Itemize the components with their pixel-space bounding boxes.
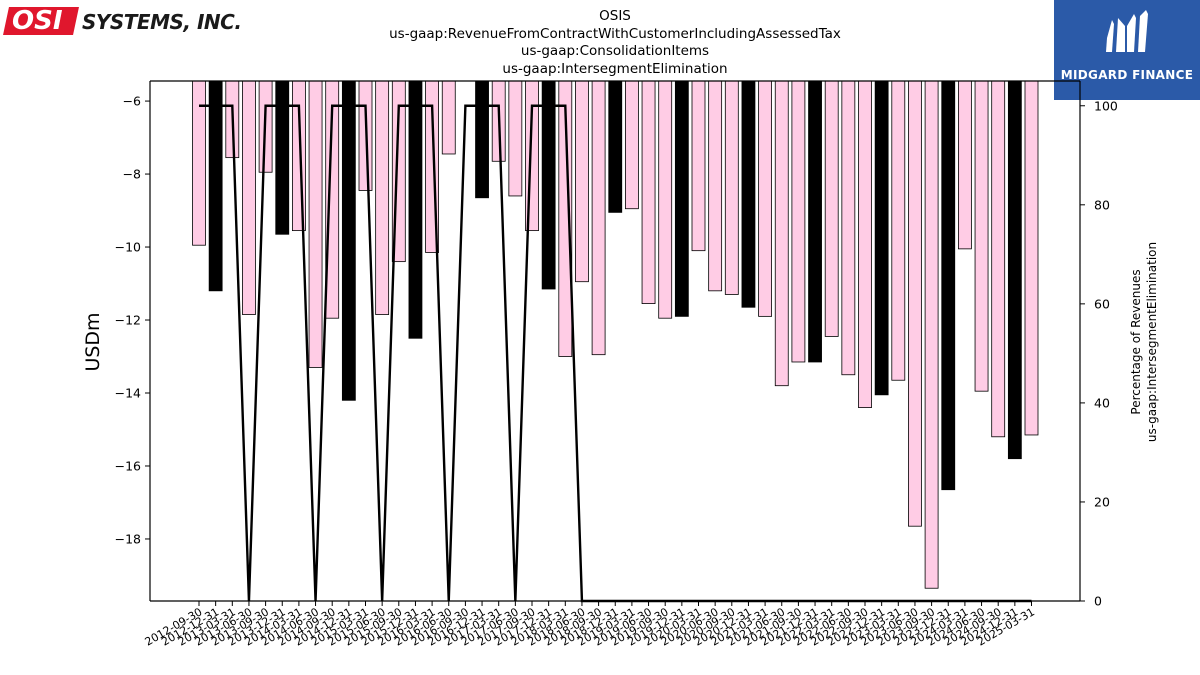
osi-systems-logo: OSI SYSTEMS, INC. <box>3 5 246 36</box>
chart-title-line-4: us-gaap:IntersegmentElimination <box>502 60 728 77</box>
y-tick-label: −12 <box>115 313 141 328</box>
y-tick-label: −16 <box>115 458 141 473</box>
bar-2023-09-30 <box>924 80 939 589</box>
y-tick-label: −6 <box>123 94 141 109</box>
y2-axis-label-line-2: us-gaap:IntersegmentElimination <box>1145 242 1159 442</box>
bar-2021-06-30 <box>774 80 789 387</box>
y-axis-label: USDm <box>82 312 104 371</box>
bar-2016-12-31 <box>475 80 489 199</box>
y2-axis-label-line-1: Percentage of Revenues <box>1129 269 1143 414</box>
bar-2020-06-30 <box>708 80 723 292</box>
y2-tick-label: 60 <box>1094 296 1110 311</box>
bar-2018-09-30 <box>591 80 606 356</box>
y-tick-label: −10 <box>115 240 141 255</box>
y2-tick-label: 80 <box>1094 197 1110 212</box>
osi-logo-badge-text: OSI <box>12 6 63 36</box>
bar-2019-09-30 <box>658 80 673 319</box>
y-tick-label: −8 <box>123 167 141 182</box>
midgard-logo-text: MIDGARD FINANCE <box>1060 68 1194 82</box>
midgard-logo-mark-icon <box>1106 10 1148 52</box>
bar-2025-03-31 <box>1024 80 1039 436</box>
chart-title: OSIS us-gaap:RevenueFromContractWithCust… <box>300 8 930 78</box>
chart-title-line-1: OSIS <box>599 8 631 24</box>
bar-2015-06-30 <box>375 80 390 315</box>
bar-2023-06-30 <box>908 80 922 527</box>
bar-2024-12-31 <box>1007 80 1022 460</box>
bar-2019-03-31 <box>625 80 639 210</box>
bar-2014-06-30 <box>308 80 323 368</box>
bar-2022-09-30 <box>858 80 872 408</box>
bar-2016-06-30 <box>441 80 456 155</box>
bar-2017-06-30 <box>508 80 523 197</box>
bar-2012-12-31 <box>208 80 223 292</box>
bar-2024-06-30 <box>974 80 989 392</box>
bar-2024-03-31 <box>958 80 972 250</box>
chart-title-line-2: us-gaap:RevenueFromContractWithCustomerI… <box>389 25 841 42</box>
bar-2013-06-30 <box>242 80 256 315</box>
x-axis-ticks: 2012-09-302012-12-312013-03-312013-06-30… <box>143 601 1037 649</box>
bar-2019-06-30 <box>641 80 656 304</box>
bar-2024-09-30 <box>991 80 1006 438</box>
bar-2021-03-31 <box>758 80 772 317</box>
bar-2014-12-31 <box>341 80 356 401</box>
bar-2017-12-31 <box>541 80 556 290</box>
bar-2020-09-30 <box>724 80 739 295</box>
bar-series <box>192 80 1039 589</box>
bar-2023-12-31 <box>941 80 956 491</box>
bar-2018-12-31 <box>608 80 623 213</box>
bar-2022-06-30 <box>841 80 856 376</box>
bar-2019-12-31 <box>674 80 689 317</box>
y-tick-label: −14 <box>115 386 141 401</box>
bar-2022-12-31 <box>874 80 889 396</box>
bar-2022-03-31 <box>824 80 839 337</box>
chart-title-line-3: us-gaap:ConsolidationItems <box>520 43 710 59</box>
y2-axis-ticks: 0 20 40 60 80 100 <box>1080 98 1118 609</box>
midgard-finance-logo: MIDGARD FINANCE <box>1054 0 1200 100</box>
y-axis-ticks: −6 −8 −10 −12 −14 −16 −18 <box>115 94 150 546</box>
y2-tick-label: 20 <box>1094 494 1110 509</box>
bar-2023-03-31 <box>891 80 906 381</box>
osi-logo-text: SYSTEMS, INC. <box>82 10 242 34</box>
bar-2020-03-31 <box>691 80 706 252</box>
y2-tick-label: 40 <box>1094 395 1110 410</box>
y2-tick-label: 0 <box>1094 594 1102 609</box>
y2-tick-label: 100 <box>1094 98 1118 113</box>
y-tick-label: −18 <box>115 531 141 546</box>
bar-2013-12-31 <box>275 80 290 235</box>
bar-2021-12-31 <box>808 80 822 363</box>
bar-2021-09-30 <box>791 80 806 363</box>
bar-2015-12-31 <box>408 80 423 339</box>
bar-2018-06-30 <box>575 80 589 283</box>
bar-2020-12-31 <box>741 80 756 308</box>
